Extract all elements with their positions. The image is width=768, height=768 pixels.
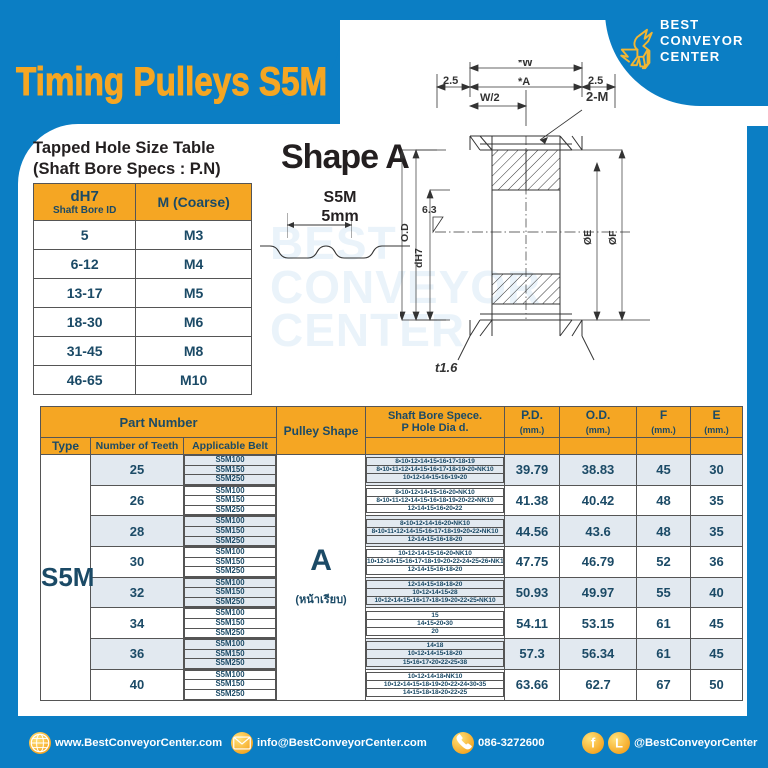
svg-text:L: L (615, 736, 623, 751)
svg-text:dH7: dH7 (413, 248, 425, 268)
svg-text:ØF: ØF (607, 230, 619, 245)
svg-text:t1.6: t1.6 (435, 360, 458, 375)
svg-text:2-M: 2-M (586, 89, 608, 104)
svg-text:*W: *W (518, 60, 533, 69)
svg-text:2.5: 2.5 (588, 75, 603, 87)
svg-text:*A: *A (518, 76, 530, 88)
svg-text:W/2: W/2 (480, 92, 500, 104)
svg-text:O.D: O.D (400, 223, 411, 242)
svg-text:f: f (591, 736, 596, 751)
svg-text:ØE: ØE (582, 230, 594, 245)
svg-text:2.5: 2.5 (443, 75, 458, 87)
svg-text:6.3: 6.3 (422, 204, 437, 216)
